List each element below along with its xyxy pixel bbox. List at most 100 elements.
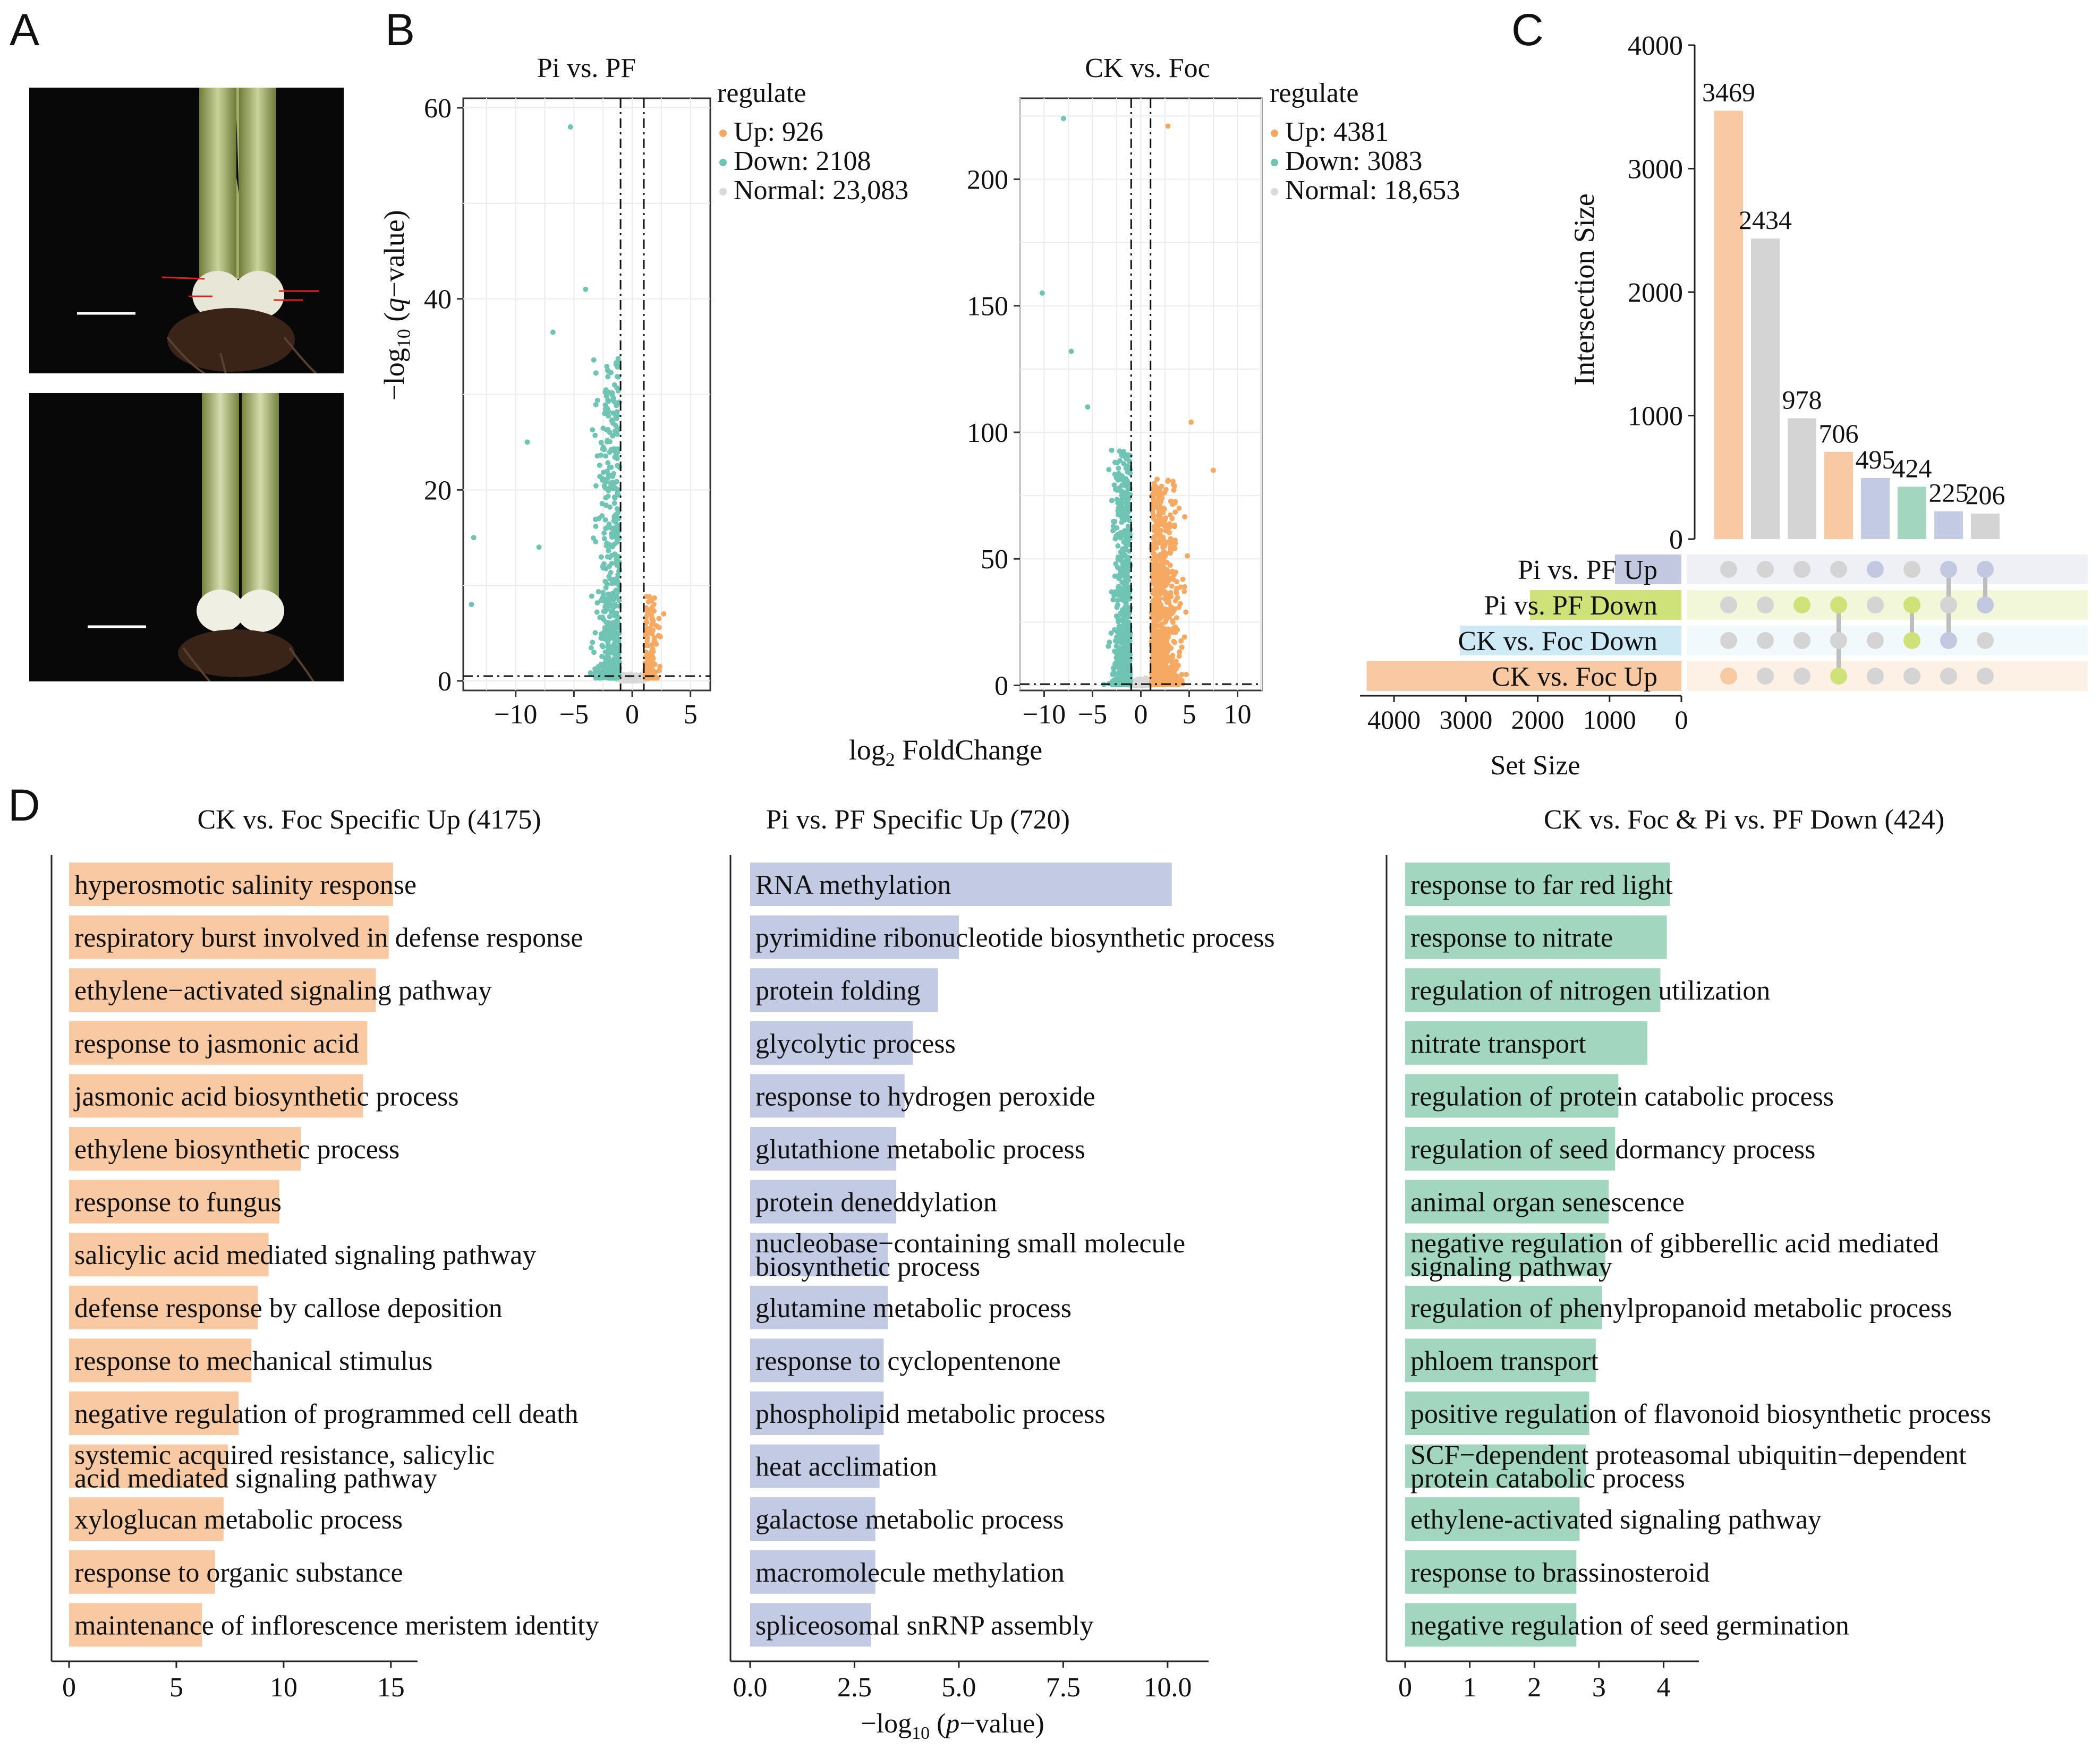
upset-matrix-dot-active [1903, 596, 1920, 613]
legend-dot [1271, 130, 1278, 137]
normal-point [635, 676, 641, 682]
go-bar [750, 1603, 871, 1647]
upset-set-tick-label: 2000 [1511, 705, 1565, 735]
go-term-label: regulation of phenylpropanoid metabolic … [1410, 1293, 1952, 1324]
upset-set-tick-label: 4000 [1367, 705, 1421, 735]
down-point [1120, 562, 1126, 568]
down-point [1126, 585, 1132, 591]
go-term-label: ethylene-activated signaling pathway [1410, 1505, 1822, 1535]
down-point [1124, 568, 1129, 574]
down-point [605, 374, 611, 380]
upset-bar [1751, 238, 1780, 540]
down-point [1125, 655, 1131, 661]
up-point [1153, 666, 1159, 672]
y-tick-label: 40 [424, 285, 452, 315]
upset-matrix-dot-active [1940, 632, 1957, 649]
upset-matrix-dot [1757, 596, 1774, 613]
down-point [599, 513, 605, 519]
upset-bar-label: 2434 [1739, 205, 1792, 235]
down-point [607, 614, 613, 619]
down-point [1118, 640, 1124, 646]
up-point [1154, 629, 1160, 634]
legend-entry: Up: 926 [734, 117, 823, 147]
down-point [615, 579, 621, 585]
go-term-label: defense response by callose deposition [74, 1293, 503, 1324]
go-bar [750, 1180, 897, 1224]
y-tick-label: 150 [967, 292, 1008, 322]
down-point [593, 524, 599, 530]
up-point [654, 675, 660, 681]
go-chart-title: Pi vs. PF Specific Up (720) [766, 805, 1070, 835]
go-term-label: phloem transport [1410, 1346, 1599, 1376]
down-point [1121, 461, 1127, 467]
down-point [600, 446, 606, 452]
volcano-2-threshold-lines [1020, 98, 1262, 690]
volcano-xlabel: log2 FoldChange [849, 734, 1043, 770]
go-chart-title: CK vs. Foc & Pi vs. PF Down (424) [1544, 805, 1944, 835]
up-point [1157, 513, 1162, 519]
up-point [1175, 627, 1180, 633]
down-point [611, 494, 617, 500]
down-point [1115, 597, 1120, 603]
upset-bar [1824, 451, 1853, 539]
up-point [661, 611, 667, 617]
up-point [1159, 587, 1165, 593]
up-point [1168, 594, 1174, 600]
go-term-label: response to nitrate [1410, 923, 1613, 953]
upset-matrix-dot-active [1830, 596, 1847, 613]
down-point [1123, 479, 1128, 484]
down-point [471, 535, 477, 541]
down-point [601, 609, 607, 614]
down-point [588, 670, 593, 676]
down-point [603, 453, 609, 459]
upset-bar [1898, 486, 1926, 539]
go-x-tick-label: 5.0 [941, 1672, 976, 1703]
upset-matrix-dot [1830, 632, 1847, 649]
go-term-label: RNA methylation [755, 870, 951, 900]
down-point [1110, 597, 1116, 603]
down-point [610, 620, 616, 626]
down-point [600, 592, 606, 597]
go-bar [69, 1338, 252, 1382]
down-point [611, 530, 616, 536]
upset-bar-label: 206 [1966, 480, 2005, 510]
down-point [594, 397, 600, 403]
down-point [608, 480, 614, 486]
up-point [1163, 576, 1169, 582]
up-point [1151, 557, 1156, 562]
up-point [1157, 579, 1162, 585]
down-point [1121, 539, 1127, 545]
down-point [1125, 524, 1131, 529]
up-point [1165, 676, 1171, 682]
up-point [1152, 605, 1158, 611]
down-point [601, 530, 607, 536]
up-point [650, 648, 656, 653]
y-tick-label: 60 [424, 93, 452, 124]
up-point [651, 595, 657, 601]
go-x-tick-label: 15 [377, 1672, 405, 1703]
up-point [656, 616, 662, 621]
down-point [611, 500, 617, 506]
down-point [524, 439, 530, 445]
x-tick-label: 5 [684, 699, 698, 730]
down-point [1111, 482, 1117, 488]
down-point [603, 668, 609, 673]
down-point [593, 370, 599, 376]
down-point [1068, 348, 1074, 354]
down-point [592, 630, 598, 636]
go-bar [750, 1021, 913, 1065]
go-bar [750, 1497, 875, 1541]
up-point [652, 641, 658, 647]
up-point [1161, 557, 1167, 563]
upset-matrix-dot-active [1720, 668, 1737, 685]
upset-matrix-dot [1867, 632, 1884, 649]
down-point [615, 661, 621, 667]
go-term-label: response to cyclopentenone [755, 1346, 1061, 1376]
up-point [1168, 548, 1174, 554]
upset-bar [1934, 511, 1963, 539]
down-point [1112, 536, 1118, 542]
go-term-label: negative regulation of seed germination [1410, 1610, 1849, 1641]
down-point [583, 286, 589, 292]
go-bar [1405, 915, 1667, 959]
up-point [650, 618, 656, 624]
